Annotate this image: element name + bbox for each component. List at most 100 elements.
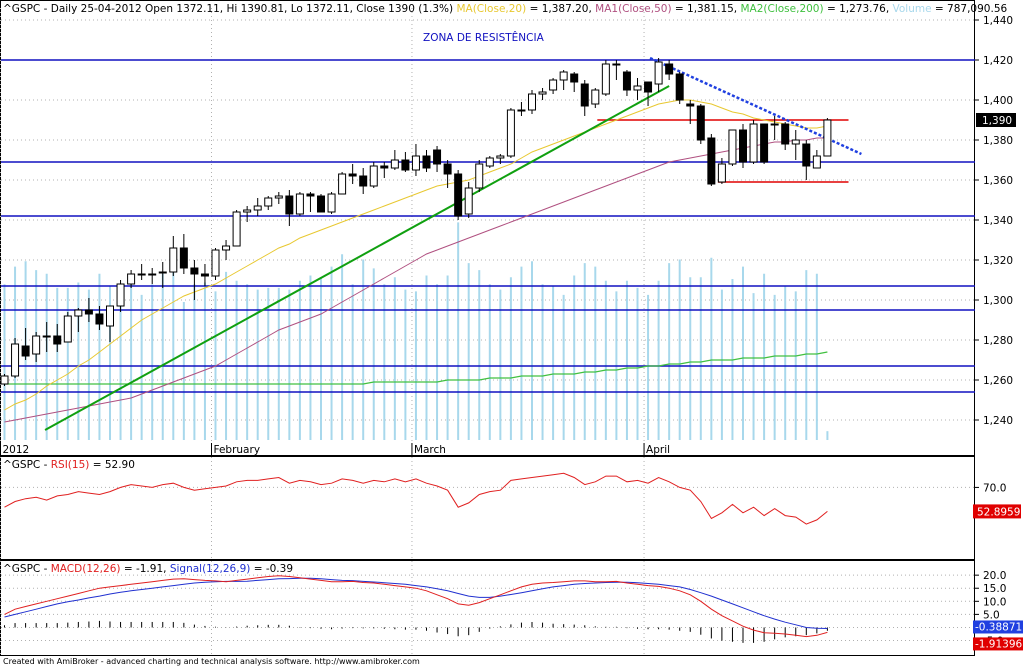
candle-down [190, 267, 199, 275]
candle-down [665, 63, 674, 75]
date-tick-label: April [646, 444, 670, 456]
rsi-line [4, 472, 828, 525]
candle-up [243, 209, 252, 213]
candle-up [137, 273, 146, 276]
candle-up [211, 249, 220, 277]
macd-tick-label: 5.0 [983, 609, 1000, 621]
candle-down [760, 123, 769, 163]
candle-up [601, 63, 610, 95]
signal-line [4, 577, 828, 629]
last-price-box [976, 113, 1016, 127]
volume-legend: Volume [893, 3, 932, 15]
candle-down [454, 173, 463, 217]
signal-legend: Signal(12,26,9) [170, 563, 251, 575]
candle-down [739, 129, 747, 163]
candle-up [633, 85, 642, 91]
date-tick-label: March [414, 444, 446, 456]
candle-up [0, 375, 9, 385]
candle-up [11, 343, 20, 377]
candle-up [264, 197, 273, 207]
price-axis: 1,240 1,260 1,280 1,300 1,320 1,340 1,360 1,380… [975, 15, 1016, 427]
candle-down [285, 195, 294, 215]
candle-down [380, 165, 389, 169]
price-tick-label: 1,300 [983, 295, 1013, 307]
ma200-value: = 1,273.76, [827, 3, 889, 15]
candle-up [591, 89, 600, 105]
candle-up [295, 193, 304, 215]
macd-header: ^GSPC - MACD(12,26) = -1.91, Signal(12,2… [3, 563, 293, 575]
rsi-header: ^GSPC - RSI(15) = 52.90 [3, 459, 135, 471]
candle-up [506, 109, 515, 157]
price-tick-label: 1,420 [983, 55, 1013, 67]
ma50-line [4, 137, 828, 423]
rsi-last-box [973, 504, 1021, 519]
candlesticks [0, 58, 832, 386]
ticker-label: ^GSPC [3, 3, 40, 15]
candle-up [369, 165, 378, 187]
ma20-legend: MA(Close,20) [456, 3, 526, 15]
candle-down [306, 193, 315, 197]
candle-up [812, 155, 821, 169]
signal-last-label: -0.38871 [975, 621, 1022, 633]
ma200-legend: MA2(Close,200) [740, 3, 823, 15]
macd-tick-label: 15.0 [983, 583, 1006, 595]
candle-up [411, 155, 420, 171]
candle-up [475, 163, 484, 189]
candle-down [802, 143, 811, 167]
candle-down [21, 345, 30, 357]
candle-down [179, 247, 188, 269]
candle-down [686, 103, 695, 107]
candle-down [580, 83, 589, 107]
candle-up [770, 123, 779, 126]
candle-down [53, 335, 62, 345]
candle-down [317, 195, 325, 213]
candle-up [253, 205, 262, 211]
candle-down [675, 73, 684, 101]
rsi-panel: 70.0 52.8959 [0, 457, 1021, 560]
candle-down [95, 313, 104, 325]
candle-up [749, 123, 758, 163]
macd-last-box [973, 637, 1023, 651]
candle-up [612, 63, 621, 66]
footer-credit: Created with AmiBroker - advanced charti… [3, 657, 420, 666]
candle-up [338, 173, 347, 195]
candle-up [169, 247, 178, 273]
price-tick-label: 1,340 [983, 215, 1013, 227]
last-price-label: 1,390 [982, 115, 1012, 127]
candle-up [496, 155, 505, 159]
candle-up [538, 91, 547, 95]
candle-up [528, 93, 536, 111]
candle-up [791, 139, 800, 145]
candle-down [422, 155, 431, 169]
candle-down [443, 163, 452, 175]
macd-value: = -1.91, [124, 563, 167, 575]
candle-up [549, 79, 558, 91]
rsi-tick-label: 70.0 [983, 482, 1006, 494]
signal-value: = -0.39 [254, 563, 293, 575]
candle-up [274, 195, 283, 199]
candle-up [106, 305, 114, 327]
candle-up [32, 335, 41, 355]
candle-up [327, 193, 336, 213]
candle-up [74, 309, 83, 317]
candle-up [222, 245, 231, 251]
price-header: ^GSPC - Daily 25-04-2012 Open 1372.11, H… [3, 3, 1007, 15]
candle-down [348, 173, 357, 177]
price-tick-label: 1,320 [983, 255, 1013, 267]
candle-down [644, 81, 653, 93]
macd-panel: 20.015.010.05.00.0-5.0-0.38871-1.91396 [0, 561, 1023, 655]
candle-up [464, 187, 473, 215]
rsi-legend: RSI(15) [51, 459, 90, 471]
candle-down [433, 149, 442, 165]
candle-up [148, 273, 157, 276]
macd-tick-label: 20.0 [983, 570, 1006, 582]
price-tick-label: 1,260 [983, 375, 1013, 387]
candle-down [622, 71, 631, 91]
macd-legend: MACD(12,26) [51, 563, 121, 575]
macd-ticker-label: ^GSPC [3, 563, 40, 575]
ma200-line [4, 351, 828, 385]
candle-up [42, 335, 51, 338]
candle-down [200, 273, 209, 277]
